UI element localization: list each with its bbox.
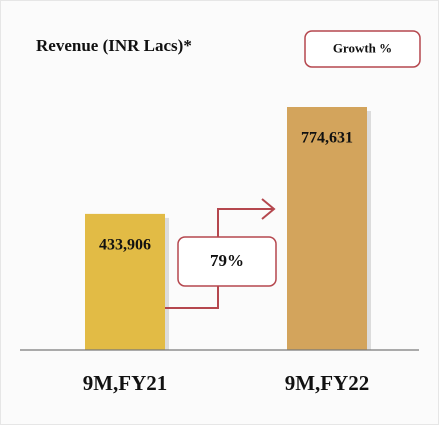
value-label: 433,906: [99, 237, 151, 254]
x-tick-label: 9M,FY22: [285, 371, 370, 395]
legend-label: Growth %: [333, 40, 392, 55]
bar: [287, 107, 367, 350]
x-tick-label: 9M,FY21: [83, 371, 168, 395]
chart-title: Revenue (INR Lacs)*: [36, 36, 192, 55]
annotation-box: [177, 236, 277, 287]
arrow-head: [261, 198, 276, 220]
bar: [85, 213, 165, 350]
annotation: 79%: [210, 251, 244, 270]
value-label: 774,631: [301, 130, 353, 147]
legend-box: [304, 30, 421, 68]
